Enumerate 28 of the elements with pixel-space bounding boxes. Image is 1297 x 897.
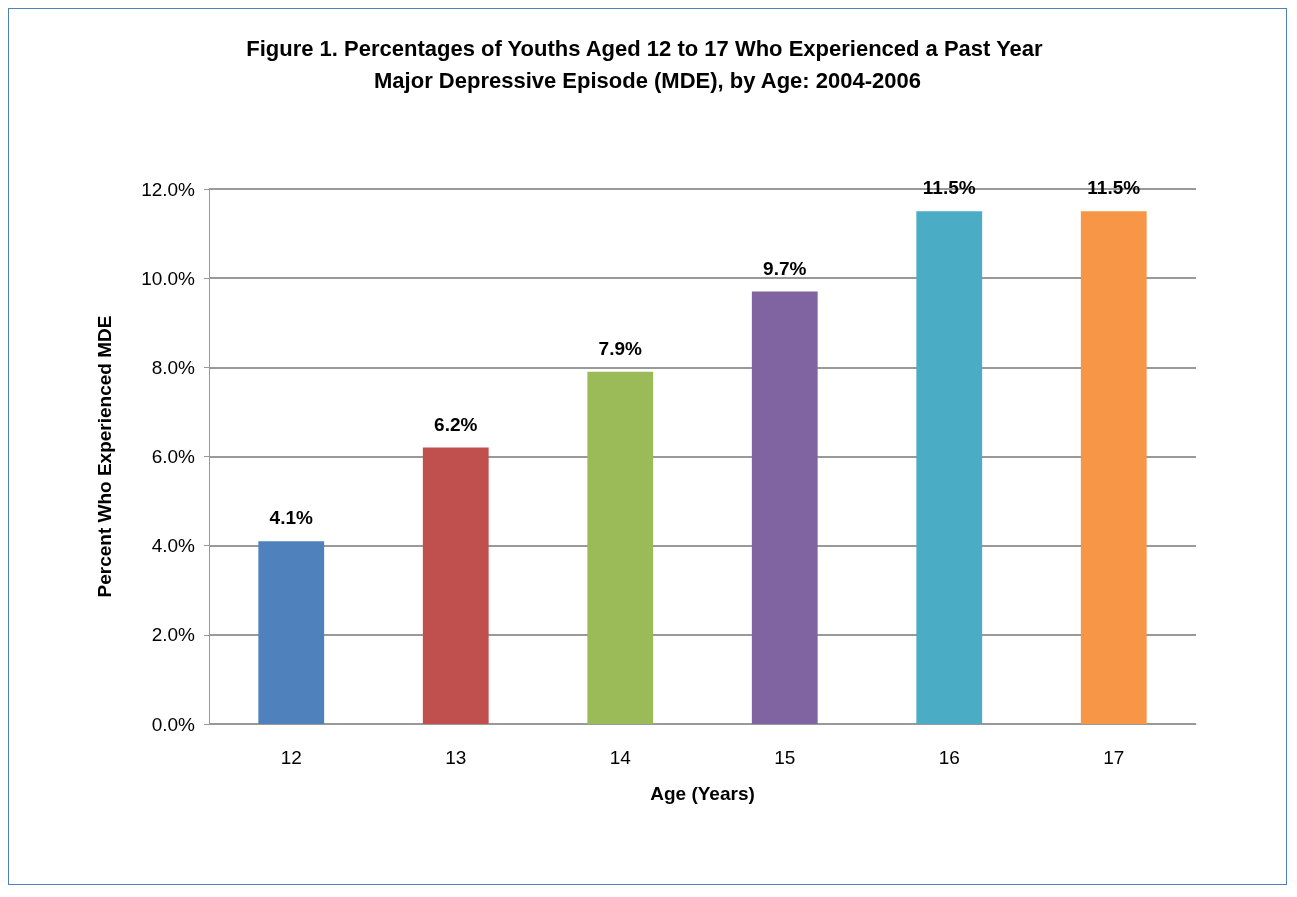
y-tick-label: 0.0% <box>151 713 196 735</box>
bar <box>587 371 654 724</box>
y-tick-label: 10.0% <box>141 267 196 289</box>
bar <box>258 541 325 724</box>
y-tick-label: 6.0% <box>151 446 196 467</box>
y-tick-label: 12.0% <box>141 178 196 200</box>
x-tick-label: 15 <box>774 747 796 768</box>
data-label: 9.7% <box>763 257 807 279</box>
x-axis-title: Age (Years) <box>650 783 755 804</box>
data-label: 6.2% <box>434 413 478 435</box>
data-label: 11.5% <box>1087 177 1141 199</box>
bar <box>422 447 489 724</box>
x-tick-label: 16 <box>938 747 960 768</box>
y-axis-title: Percent Who Experienced MDE <box>94 315 115 598</box>
data-label: 11.5% <box>922 177 976 199</box>
y-tick-label: 2.0% <box>151 624 196 646</box>
bar <box>751 291 818 724</box>
data-label: 4.1% <box>269 507 314 529</box>
bar <box>916 211 983 724</box>
data-label: 7.9% <box>598 337 643 359</box>
x-tick-label: 17 <box>1103 747 1125 768</box>
y-tick-label: 4.0% <box>151 535 196 557</box>
chart-title: Figure 1. Percentages of Youths Aged 12 to 17 Who Experienced a Past Year Major Depressive Episode (MDE), by Age: 2004-2006 <box>246 35 1049 93</box>
bar <box>1080 211 1147 724</box>
x-tick-label: 14 <box>609 747 632 768</box>
x-tick-label: 12 <box>280 747 302 768</box>
x-tick-label: 13 <box>445 747 467 768</box>
y-tick-label: 8.0% <box>151 356 196 378</box>
